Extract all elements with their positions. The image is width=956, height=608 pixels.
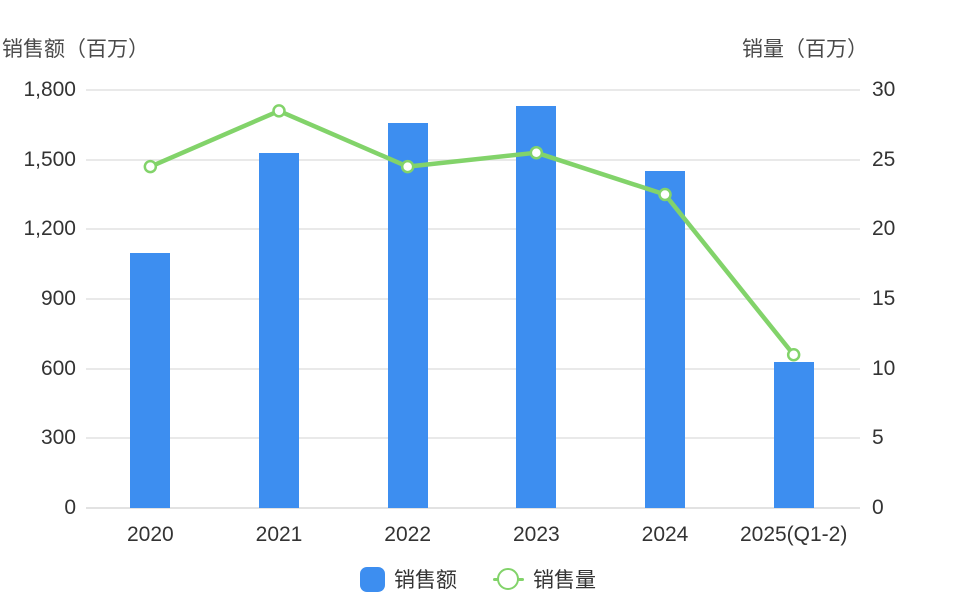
gridline	[86, 228, 860, 231]
x-tick-label-2024: 2024	[641, 523, 689, 546]
legend-ring	[497, 567, 519, 590]
y-right-tick-label: 25	[872, 147, 896, 171]
legend-square-swatch-icon	[360, 566, 385, 592]
bar-2021[interactable]	[259, 152, 299, 508]
y-right-tick-label: 15	[872, 287, 896, 310]
x-tick-label-2025(Q1-2): 2025(Q1-2)	[739, 523, 848, 546]
y-right-tick-label: 30	[872, 78, 896, 101]
y-left-tick-label: 0	[64, 496, 76, 519]
legend-label: 销售量	[533, 569, 596, 592]
legend-circle-line-icon	[493, 567, 524, 592]
legend-item-销售额[interactable]: 销售额	[360, 564, 457, 594]
gridline	[86, 367, 860, 370]
line-point-2020[interactable]	[143, 159, 158, 174]
line-point-2025(Q1-2)[interactable]	[786, 347, 801, 362]
y-left-tick-label: 1,200	[23, 217, 76, 241]
y-right-tick-label: 20	[872, 217, 896, 241]
bar-2024[interactable]	[645, 171, 685, 508]
gridline	[86, 298, 860, 300]
y-left-tick-label: 1,500	[23, 147, 76, 171]
bar-2022[interactable]	[387, 122, 428, 508]
gridline	[86, 158, 860, 161]
line-point-2021[interactable]	[272, 104, 286, 118]
x-tick-label-2020: 2020	[126, 523, 174, 546]
x-tick-label-2023: 2023	[512, 523, 560, 546]
left-axis-title: 销售额（百万）	[2, 38, 149, 61]
legend-item-销售量[interactable]: 销售量	[493, 564, 596, 594]
bar-2023[interactable]	[516, 106, 557, 508]
legend-label: 销售额	[394, 569, 457, 592]
y-left-tick-label: 600	[40, 356, 76, 380]
right-axis-title: 销量（百万）	[742, 38, 868, 61]
y-right-tick-label: 10	[872, 356, 896, 380]
bar-2025(Q1-2)[interactable]	[773, 361, 814, 508]
legend: 销售额 销售量	[0, 564, 956, 594]
y-right-tick-label: 0	[872, 496, 884, 519]
y-left-tick-label: 900	[40, 287, 76, 310]
x-tick-label-2022: 2022	[384, 523, 432, 546]
gridline	[86, 437, 860, 440]
bar-2020[interactable]	[130, 252, 171, 508]
x-axis-line	[86, 507, 860, 509]
x-tick-label-2021: 2021	[255, 523, 303, 546]
sales-volume-line	[148, 108, 796, 357]
y-right-tick-label: 5	[872, 426, 884, 450]
gridline	[86, 89, 860, 91]
y-left-tick-label: 300	[40, 426, 76, 450]
y-left-tick-label: 1,800	[23, 78, 76, 101]
